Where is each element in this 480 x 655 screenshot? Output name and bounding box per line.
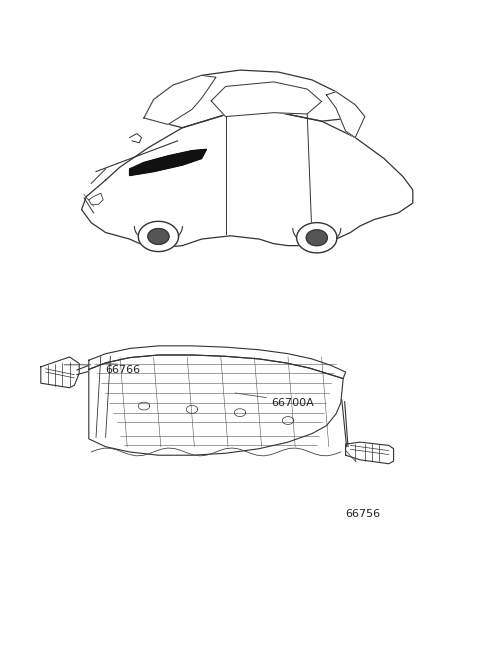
Polygon shape	[138, 221, 179, 252]
Polygon shape	[89, 193, 103, 204]
Polygon shape	[89, 346, 346, 379]
Polygon shape	[148, 229, 169, 244]
Text: 66766: 66766	[106, 365, 141, 375]
Polygon shape	[346, 442, 394, 464]
Polygon shape	[89, 355, 343, 455]
Polygon shape	[297, 223, 337, 253]
Text: 66756: 66756	[346, 509, 381, 519]
Polygon shape	[211, 82, 322, 117]
Polygon shape	[326, 92, 365, 138]
Polygon shape	[306, 230, 327, 246]
Polygon shape	[144, 75, 216, 124]
Text: 66700A: 66700A	[271, 398, 314, 408]
Polygon shape	[130, 149, 206, 176]
Polygon shape	[82, 111, 413, 248]
Polygon shape	[41, 357, 79, 388]
Polygon shape	[144, 70, 365, 128]
